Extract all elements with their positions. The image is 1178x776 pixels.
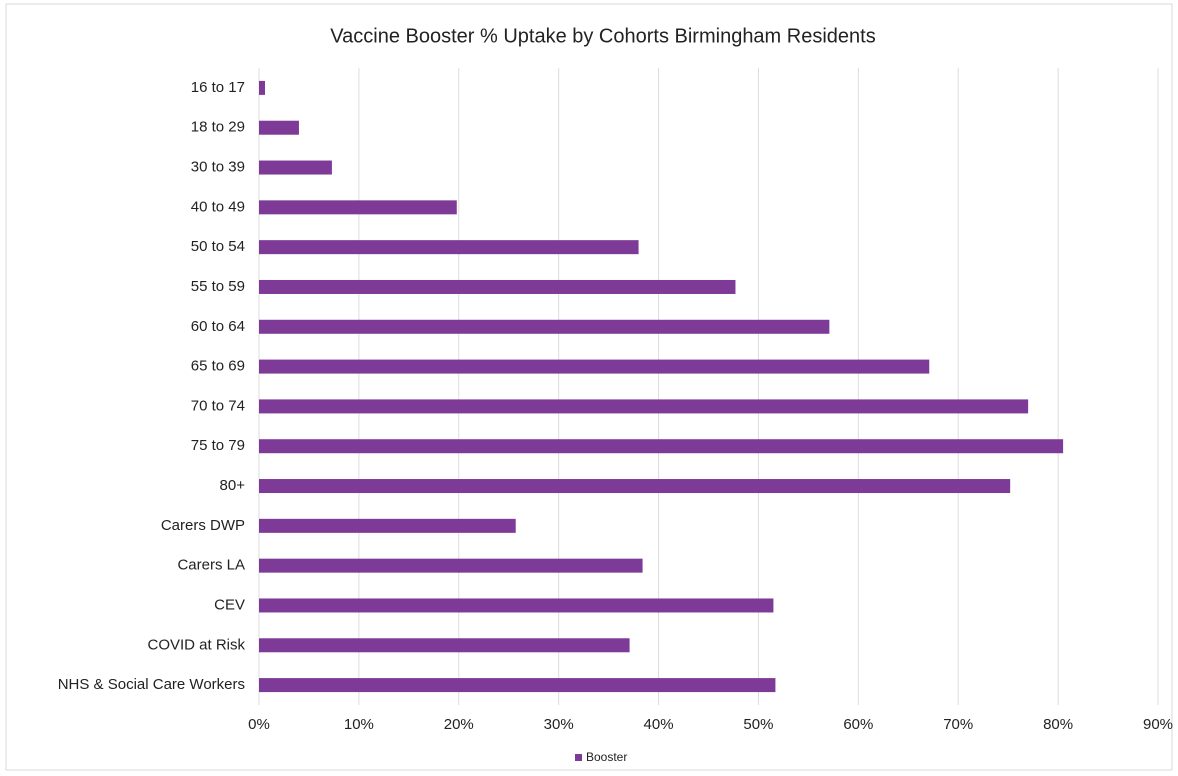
y-tick-label: 30 to 39 [191, 159, 245, 176]
y-tick-label: 55 to 59 [191, 278, 245, 295]
x-tick-label: 80% [1043, 716, 1073, 733]
bar [259, 359, 930, 374]
y-tick-label: 80+ [220, 477, 246, 494]
y-tick-label: 75 to 79 [191, 437, 245, 454]
bar [259, 120, 299, 135]
x-tick-label: 60% [843, 716, 873, 733]
y-tick-label: 50 to 54 [191, 238, 245, 255]
bar [259, 638, 630, 653]
bar [259, 240, 639, 255]
bar [259, 518, 516, 533]
y-tick-label: 18 to 29 [191, 119, 245, 136]
bar [259, 598, 774, 613]
bar [259, 558, 643, 573]
x-tick-label: 90% [1143, 716, 1173, 733]
y-tick-label: Carers LA [177, 557, 245, 574]
chart-frame [5, 3, 1173, 771]
legend-swatch [575, 754, 582, 761]
y-tick-label: 60 to 64 [191, 318, 245, 335]
bar [259, 678, 776, 693]
bar [259, 439, 1064, 454]
bar [259, 200, 457, 215]
y-tick-label: 40 to 49 [191, 198, 245, 215]
y-tick-label: 70 to 74 [191, 397, 245, 414]
x-tick-label: 20% [444, 716, 474, 733]
x-tick-label: 40% [644, 716, 674, 733]
x-tick-label: 50% [743, 716, 773, 733]
x-tick-label: 0% [248, 716, 270, 733]
y-tick-label: 65 to 69 [191, 358, 245, 375]
bar [259, 479, 1011, 494]
y-tick-label: Carers DWP [161, 517, 245, 534]
bar [259, 80, 265, 95]
bar [259, 279, 736, 294]
y-tick-label: COVID at Risk [147, 636, 245, 653]
x-tick-label: 70% [943, 716, 973, 733]
x-tick-label: 30% [544, 716, 574, 733]
y-tick-label: NHS & Social Care Workers [58, 676, 245, 693]
y-tick-label: CEV [214, 596, 245, 613]
y-tick-label: 16 to 17 [191, 79, 245, 96]
bar [259, 399, 1029, 414]
x-tick-label: 10% [344, 716, 374, 733]
chart-title: Vaccine Booster % Uptake by Cohorts Birm… [330, 25, 875, 47]
bar [259, 160, 332, 175]
bar [259, 319, 830, 334]
legend-label: Booster [586, 750, 627, 764]
